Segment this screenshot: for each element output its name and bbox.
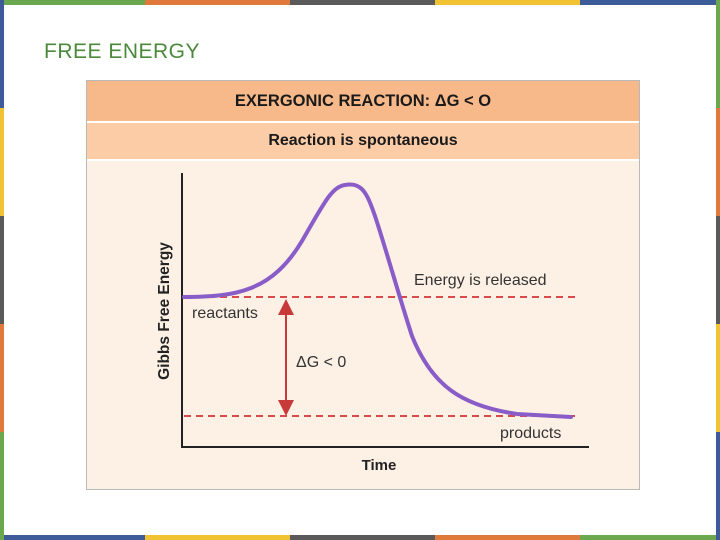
energy-released-label: Energy is released bbox=[414, 272, 547, 289]
exergonic-diagram: EXERGONIC REACTION: ΔG < O Reaction is s… bbox=[86, 80, 640, 490]
reactants-label: reactants bbox=[192, 305, 258, 322]
frame-bottom bbox=[0, 535, 720, 540]
products-label: products bbox=[500, 425, 561, 442]
x-axis-label: Time bbox=[362, 457, 397, 474]
y-axis-label: Gibbs Free Energy bbox=[156, 242, 173, 380]
energy-plot: Gibbs Free Energy Time reactants product… bbox=[156, 173, 589, 474]
frame-top bbox=[0, 0, 720, 5]
frame-right bbox=[716, 0, 720, 540]
diagram-subheader: Reaction is spontaneous bbox=[87, 123, 639, 161]
diagram-header: EXERGONIC REACTION: ΔG < O bbox=[87, 81, 639, 123]
energy-curve bbox=[182, 182, 573, 419]
slide-title: FREE ENERGY bbox=[44, 40, 201, 63]
frame-left bbox=[0, 0, 4, 540]
delta-g-label: ΔG < 0 bbox=[296, 354, 346, 371]
